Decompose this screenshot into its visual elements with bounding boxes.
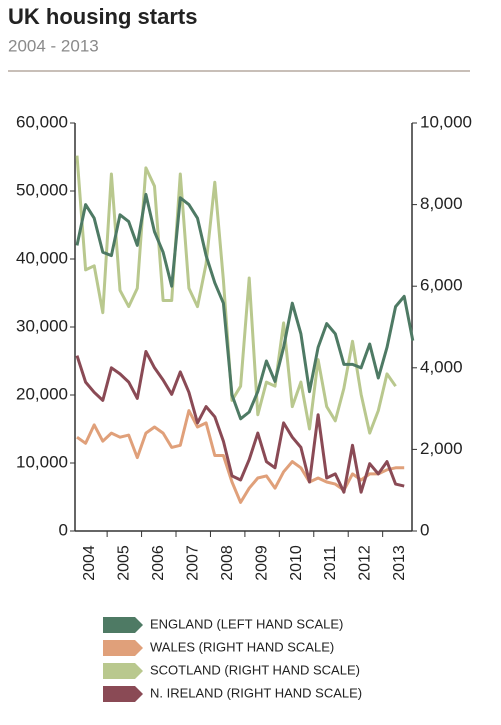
x-tick-label: 2012 (357, 545, 374, 581)
x-tick-label: 2006 (150, 545, 167, 581)
y-tick-label: 60,000 (16, 112, 68, 131)
y2-tick-label: 2,000 (420, 439, 463, 458)
series-line (76, 409, 405, 504)
series-line (75, 350, 405, 494)
y2-tick-label: 10,000 (420, 112, 472, 131)
legend-label: N. IRELAND (RIGHT HAND SCALE) (150, 685, 362, 700)
series-line (75, 155, 397, 435)
y-tick-label: 10,000 (16, 452, 68, 471)
x-tick-label: 2005 (116, 545, 133, 581)
y2-tick-label: 4,000 (420, 357, 463, 376)
chart-subtitle: 2004 - 2013 (8, 36, 99, 55)
y2-tick-label: 8,000 (420, 194, 463, 213)
x-tick-label: 2011 (322, 546, 339, 581)
series-line (75, 192, 415, 421)
y-tick-label: 50,000 (16, 180, 68, 199)
x-tick-label: 2004 (81, 545, 98, 581)
legend-label: WALES (RIGHT HAND SCALE) (150, 639, 334, 654)
y-tick-label: 20,000 (16, 384, 68, 403)
legend-swatch (103, 640, 143, 656)
x-tick-label: 2010 (288, 545, 305, 581)
x-tick-label: 2009 (253, 545, 270, 581)
y2-tick-label: 6,000 (420, 276, 463, 295)
legend-swatch (103, 617, 143, 633)
y2-tick-label: 0 (420, 520, 429, 539)
legend-swatch (103, 686, 143, 702)
x-tick-label: 2008 (219, 545, 236, 581)
y-tick-label: 40,000 (16, 248, 68, 267)
y-tick-label: 30,000 (16, 316, 68, 335)
x-tick-label: 2007 (184, 545, 201, 581)
chart-title: UK housing starts (8, 4, 197, 29)
legend-swatch (103, 663, 143, 679)
legend-label: ENGLAND (LEFT HAND SCALE) (150, 616, 343, 631)
x-tick-label: 2013 (391, 545, 408, 581)
y-tick-label: 0 (59, 520, 68, 539)
legend-label: SCOTLAND (RIGHT HAND SCALE) (150, 662, 360, 677)
